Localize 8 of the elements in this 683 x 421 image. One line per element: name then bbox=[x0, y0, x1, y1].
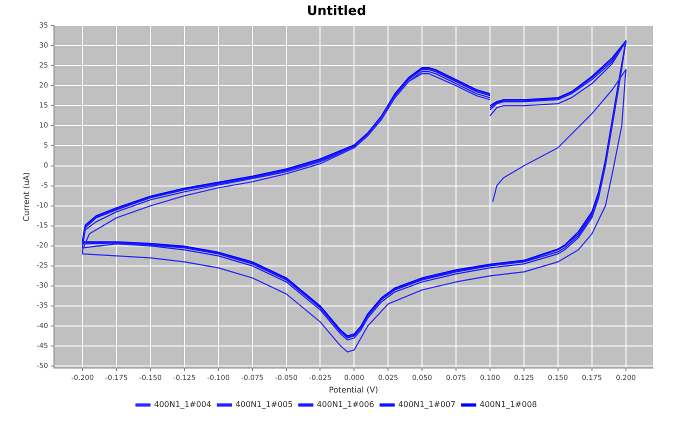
legend-label: 400N1_1#006 bbox=[316, 400, 374, 410]
legend-label: 400N1_1#007 bbox=[398, 400, 456, 410]
chart-title: Untitled bbox=[306, 4, 366, 20]
legend-label: 400N1_1#005 bbox=[235, 400, 293, 410]
x-axis-title: Potential (V) bbox=[328, 385, 378, 394]
legend-label: 400N1_1#008 bbox=[480, 400, 538, 410]
legend-label: 400N1_1#004 bbox=[154, 400, 212, 410]
y-axis-title: Current (uA) bbox=[22, 172, 31, 222]
